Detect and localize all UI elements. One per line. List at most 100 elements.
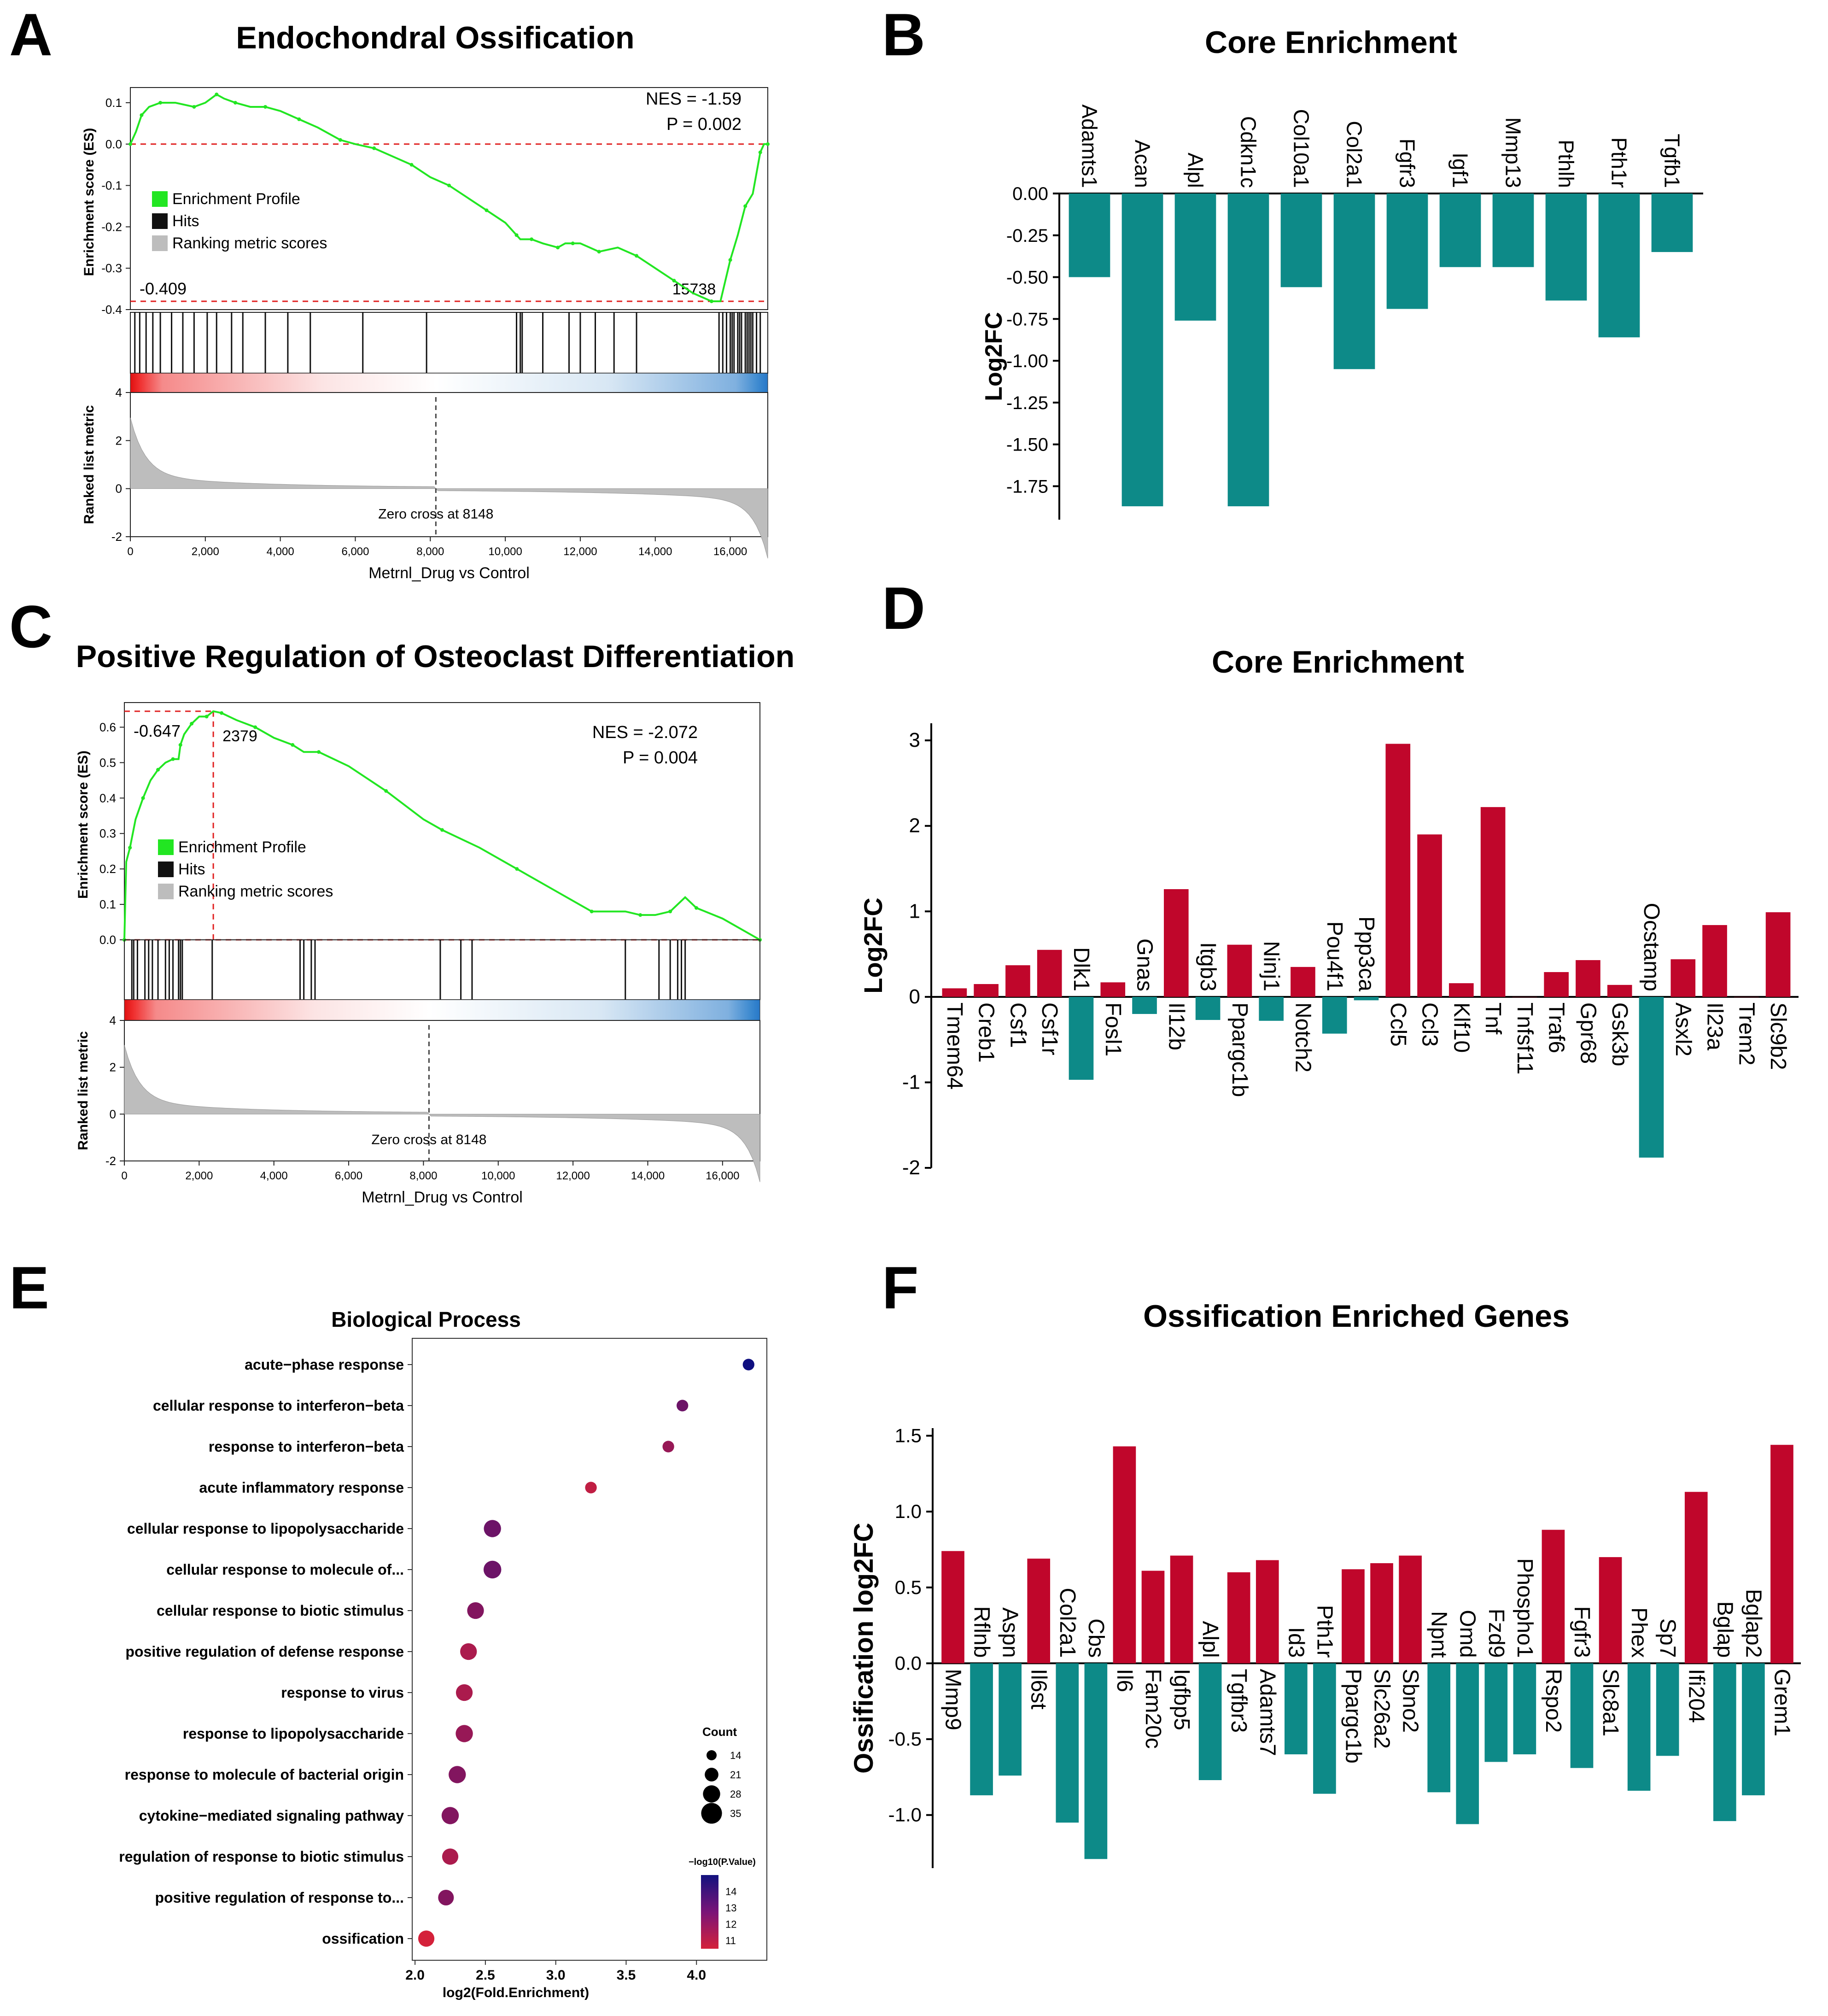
bar-ocstamp: [1639, 996, 1664, 1158]
x-axis-label: Metrnl_Drug vs Control: [362, 1189, 523, 1206]
term-dot: [456, 1725, 473, 1742]
y-tick-label: 0.5: [895, 1576, 922, 1598]
term-dot: [483, 1560, 502, 1579]
zero-cross-label: Zero cross at 8148: [371, 1132, 486, 1147]
category-label: Il6: [1112, 1669, 1137, 1692]
legend-swatch: [152, 235, 168, 251]
category-label: Tnfsf11: [1513, 1002, 1537, 1075]
y-tick-label: -1.25: [1006, 393, 1048, 413]
term-dot: [742, 1359, 754, 1371]
legend-label: Ranking metric scores: [178, 883, 333, 900]
p-value: P = 0.002: [666, 115, 742, 134]
y-tick-label: 1.5: [895, 1424, 922, 1446]
bar-fzd9: [1484, 1663, 1508, 1762]
bar-fgfr3: [1386, 193, 1428, 309]
category-label: Mmp13: [1501, 117, 1525, 188]
enrichment-point: [128, 846, 132, 850]
x-tick-label: 6,000: [335, 1170, 362, 1182]
y-tick-label: -1.0: [888, 1804, 922, 1826]
bar-ifi204: [1684, 1492, 1708, 1664]
y-tick-label: 0.0: [895, 1652, 922, 1674]
enrichment-point: [204, 715, 209, 719]
enrichment-point: [728, 258, 732, 262]
y-tick-label: 3: [909, 729, 920, 751]
category-label: Notch2: [1291, 1002, 1315, 1072]
size-legend-dot: [705, 1768, 718, 1782]
panel-e-dot-plot: Biological Process acute−phase response ce…: [119, 1307, 767, 2000]
enrichment-point: [317, 750, 321, 754]
category-label: Klf10: [1449, 1002, 1473, 1053]
y-axis-label: Ossification log2FC: [849, 1523, 879, 1774]
category-label: Fosl1: [1101, 1002, 1125, 1056]
bar-alpl: [1174, 193, 1216, 321]
y-tick-label: -0.2: [101, 220, 122, 234]
term-label: cellular response to interferon−beta: [153, 1397, 404, 1414]
y-tick-label: -0.5: [888, 1728, 922, 1750]
category-label: Creb1: [974, 1002, 999, 1063]
bar-klf10: [1449, 983, 1474, 997]
max-es-label: -0.647: [134, 721, 181, 740]
panel-label-f: F: [882, 1254, 918, 1321]
bar-tmem64: [942, 988, 967, 997]
bar-rflnb: [970, 1663, 993, 1795]
category-label: Col2a1: [1055, 1588, 1080, 1658]
x-tick-label: 0: [127, 545, 133, 558]
legend-label: Enrichment Profile: [172, 190, 300, 208]
x-tick-label: 6,000: [341, 545, 369, 558]
bar-itgb3: [1195, 996, 1221, 1020]
category-label: Sp7: [1655, 1618, 1680, 1658]
category-label: Slc8a1: [1598, 1669, 1623, 1736]
rank-y-tick-label: 0: [116, 482, 122, 496]
category-label: Adamts7: [1255, 1669, 1279, 1756]
category-label: Csf1r: [1037, 1002, 1062, 1055]
size-legend-dot: [703, 1785, 720, 1803]
y-axis-label: Enrichment score (ES): [82, 128, 97, 276]
color-legend-title: −log10(P.Value): [689, 1857, 756, 1867]
category-label: Il12b: [1164, 1002, 1188, 1050]
category-label: Tgfb1: [1660, 134, 1684, 188]
legend-swatch: [152, 213, 168, 229]
bar-tgfbr3: [1227, 1572, 1250, 1664]
x-tick-label: 8,000: [416, 545, 444, 558]
x-tick-label: 3.0: [546, 1968, 566, 1983]
term-dot: [442, 1848, 459, 1865]
y-tick-label: 0.1: [99, 897, 116, 911]
enrichment-point: [156, 768, 160, 772]
plot-frame: [412, 1338, 767, 1961]
bar-gsk3b: [1607, 985, 1632, 997]
ranking-color-bar: [130, 373, 768, 393]
chart-title: Core Enrichment: [1205, 25, 1457, 60]
y-tick-label: 0.5: [99, 756, 116, 769]
bar-col2a1: [1056, 1663, 1079, 1823]
y-tick-label: -0.1: [101, 179, 122, 193]
category-label: Sbno2: [1398, 1669, 1423, 1733]
es-plot-frame: [130, 87, 768, 310]
category-label: Asxl2: [1671, 1002, 1695, 1056]
y-tick-label: 0.1: [105, 96, 122, 110]
color-legend-label: 11: [725, 1935, 736, 1946]
color-legend-label: 14: [725, 1886, 736, 1898]
term-label: acute−phase response: [245, 1356, 404, 1373]
x-tick-label: 8,000: [409, 1170, 437, 1182]
rank-y-tick-label: -2: [105, 1154, 116, 1168]
bar-tgfb1: [1651, 193, 1693, 252]
bar-creb1: [974, 984, 999, 997]
y-tick-label: 1: [909, 900, 920, 922]
bar-mmp9: [941, 1551, 964, 1664]
y-tick-label: -0.50: [1006, 268, 1048, 288]
rank-y-tick-label: 4: [116, 386, 122, 399]
term-dot: [456, 1684, 473, 1701]
bar-il12b: [1164, 889, 1189, 997]
ranked-metric-area: [124, 1045, 760, 1182]
bar-id3: [1285, 1663, 1308, 1755]
x-tick-label: 10,000: [481, 1170, 515, 1182]
y-tick-label: 0.3: [99, 826, 116, 840]
ranking-color-bar: [124, 999, 760, 1021]
legend-label: Hits: [178, 861, 205, 878]
category-label: Pou4f1: [1322, 921, 1347, 991]
zero-cross-label: Zero cross at 8148: [378, 507, 493, 522]
term-label: cellular response to lipopolysaccharide: [127, 1520, 404, 1537]
bar-il6st: [1027, 1559, 1051, 1664]
bar-igf1: [1439, 193, 1481, 267]
